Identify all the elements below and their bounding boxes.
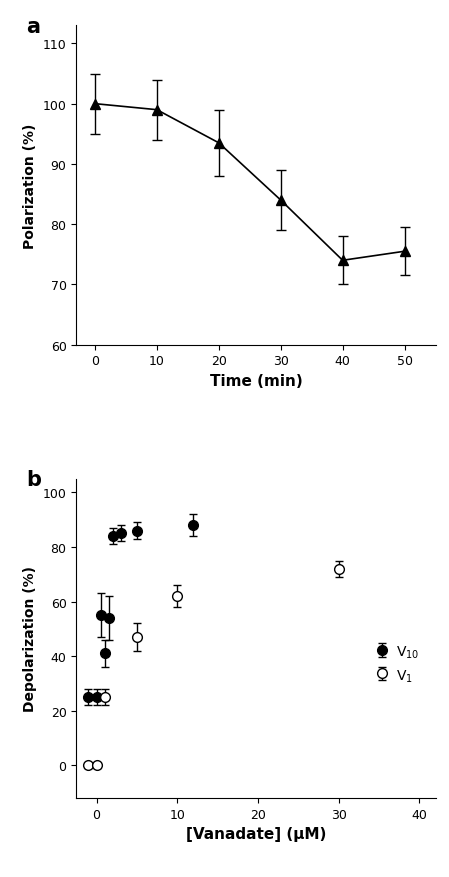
Text: b: b (26, 469, 41, 489)
X-axis label: Time (min): Time (min) (210, 374, 302, 389)
Legend: V$_{10}$, V$_{1}$: V$_{10}$, V$_{1}$ (373, 638, 425, 689)
Y-axis label: Polarization (%): Polarization (%) (23, 123, 37, 248)
Text: a: a (26, 17, 40, 37)
X-axis label: [Vanadate] (μM): [Vanadate] (μM) (186, 826, 326, 841)
Y-axis label: Depolarization (%): Depolarization (%) (23, 566, 37, 711)
